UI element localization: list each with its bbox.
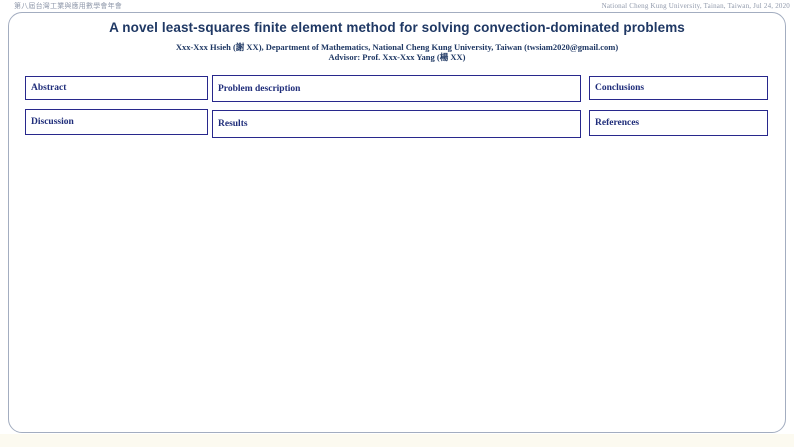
- venue-date-header: National Cheng Kung University, Tainan, …: [601, 2, 790, 10]
- page-bottom-tint: [0, 434, 794, 447]
- author-affiliation-line: Xxx-Xxx Hsieh (謝 XX), Department of Math…: [175, 42, 619, 52]
- section-label-results: Results: [218, 119, 248, 129]
- section-box-references: References: [589, 110, 768, 136]
- section-box-conclusions: Conclusions: [589, 76, 768, 100]
- section-box-problem-description: Problem description: [212, 75, 581, 102]
- section-label-problem-description: Problem description: [218, 83, 301, 94]
- section-box-results: Results: [212, 110, 581, 138]
- section-label-abstract: Abstract: [31, 83, 67, 93]
- section-box-abstract: Abstract: [25, 76, 208, 100]
- section-box-discussion: Discussion: [25, 109, 208, 135]
- section-label-references: References: [595, 118, 640, 128]
- poster-title: A novel least-squares finite element met…: [109, 20, 685, 35]
- section-label-conclusions: Conclusions: [595, 83, 645, 93]
- advisor-line: Advisor: Prof. Xxx-Xxx Yang (楊 XX): [328, 52, 466, 62]
- section-label-discussion: Discussion: [31, 117, 74, 127]
- conference-name-header: 第八屆台灣工業與應用數學會年會: [14, 2, 122, 10]
